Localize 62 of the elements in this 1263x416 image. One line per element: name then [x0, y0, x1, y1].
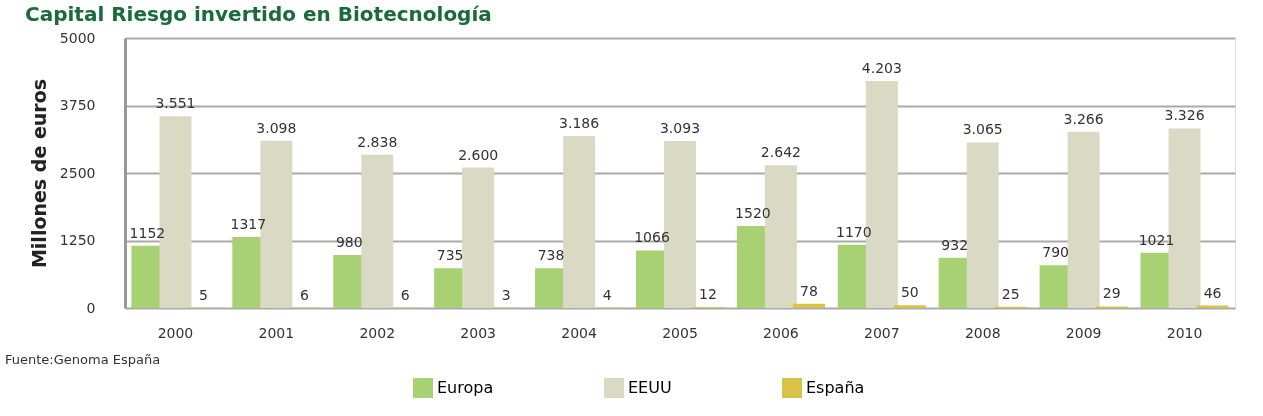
data-label: 5 [199, 286, 208, 303]
data-label: 4 [602, 286, 612, 303]
data-label: 932 [941, 236, 969, 253]
y-tick-label: 3750 [59, 97, 96, 113]
y-tick-label: 0 [86, 299, 96, 316]
data-label: 1317 [230, 215, 267, 232]
x-tick-label: 2001 [258, 324, 295, 341]
data-label: 3.098 [256, 119, 297, 136]
data-label: 1021 [1138, 231, 1175, 248]
data-label: 3.326 [1164, 107, 1205, 124]
x-tick-label: 2009 [1065, 324, 1102, 341]
data-label: 3.186 [559, 114, 600, 131]
x-tick-label: 2007 [864, 324, 900, 341]
data-label: 3.266 [1063, 110, 1104, 127]
x-tick-label: 2010 [1166, 324, 1203, 341]
data-label: 1170 [835, 223, 872, 240]
legend-label: EEUU [628, 378, 672, 397]
bar [1067, 131, 1100, 308]
y-tick-label: 1250 [59, 232, 96, 248]
data-label: 12 [699, 286, 717, 303]
data-label: 3.065 [962, 121, 1003, 138]
bar [792, 303, 825, 308]
y-tick-label: 5000 [59, 29, 96, 46]
source-note: Fuente:Genoma España [5, 352, 161, 367]
bar [893, 305, 926, 308]
data-label: 790 [1042, 244, 1069, 261]
data-label: 3.093 [659, 119, 701, 136]
data-label: 6 [400, 286, 410, 303]
data-label: 46 [1203, 284, 1222, 301]
data-label: 6 [299, 286, 309, 303]
data-label: 2.642 [760, 144, 801, 161]
x-tick-label: 2000 [157, 324, 194, 341]
x-tick-label: 2008 [964, 324, 1001, 341]
data-label: 78 [800, 282, 818, 299]
x-tick-label: 2006 [763, 324, 799, 341]
x-tick-label: 2003 [460, 324, 496, 341]
y-axis-title: Millones de euros [27, 78, 50, 269]
data-label: 2.600 [458, 146, 499, 163]
data-label: 1520 [735, 204, 771, 221]
chart-title: Capital Riesgo invertido en Biotecnología [25, 2, 492, 26]
legend-label: Europa [437, 378, 494, 397]
data-label: 735 [436, 247, 464, 264]
data-label: 3.551 [155, 95, 196, 112]
bar [563, 135, 596, 308]
legend-label: España [806, 378, 865, 397]
data-label: 738 [537, 247, 565, 264]
data-label: 4.203 [861, 60, 902, 77]
data-label: 50 [900, 284, 919, 301]
data-label: 980 [335, 234, 363, 251]
data-label: 1152 [129, 224, 166, 241]
data-label: 29 [1102, 285, 1121, 302]
bar [462, 167, 495, 308]
data-label: 2.838 [357, 133, 398, 150]
data-label: 3 [501, 286, 511, 303]
x-tick-label: 2004 [561, 324, 597, 341]
x-tick-label: 2002 [359, 324, 396, 341]
x-tick-label: 2005 [662, 324, 698, 341]
bar [966, 142, 999, 308]
data-label: 1066 [634, 229, 670, 246]
y-tick-label: 2500 [59, 164, 96, 181]
data-label: 25 [1001, 285, 1020, 302]
bar [361, 154, 394, 308]
